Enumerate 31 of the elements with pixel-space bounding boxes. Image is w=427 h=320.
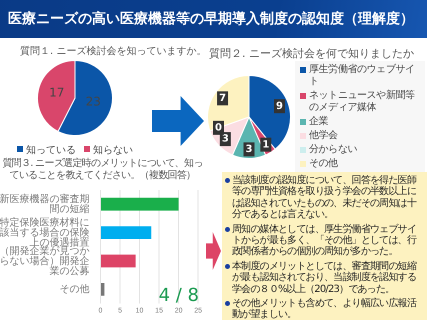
chart-title: 質問２. ニーズ検討会を何で知りましたか xyxy=(208,46,415,61)
text: 当該制度の認知度について、回答を得た医師等の専門性資格を取り扱う学会の半数以上には認知されていたものの、未だその周知は十分であるとは言えない。 xyxy=(232,175,425,221)
data-label: 7 xyxy=(219,92,226,104)
y-tick-label: 新医療機器の審査期間の短縮 xyxy=(0,192,90,215)
text: 本制度のメリットとしては、審査期間の短縮が最も認知されており、当該制度を認知する学会の８０%以上（20/23）であった。 xyxy=(232,260,425,296)
legend-label: 厚生労働省のウェブサイト xyxy=(309,64,416,88)
y-tick-label: その他 xyxy=(60,283,90,296)
bar xyxy=(101,254,136,268)
text: 周知の媒体としては、厚生労働省ウェブサイトからが最も多く、「その他」としては、行政関係者からの個別の周知が多かった。 xyxy=(232,224,425,258)
legend-label: 知らない xyxy=(93,144,133,157)
data-label: 1 xyxy=(262,139,270,150)
legend-label: その他 xyxy=(309,158,338,170)
annotation: 4 / 8 xyxy=(158,285,199,306)
legend-label: 知っている xyxy=(26,144,76,157)
legend-label: 企業 xyxy=(309,116,328,128)
chart-title: 質問１. ニーズ検討会を知っていますか。 xyxy=(19,44,206,58)
legend-label: 分からない xyxy=(309,144,358,156)
data-label: 17 xyxy=(49,86,64,100)
legend-label: 他学会 xyxy=(309,130,338,142)
data-label: 3 xyxy=(246,144,253,155)
legend-label: ネットニュースや新聞等のメディア媒体 xyxy=(309,90,416,114)
bar xyxy=(101,226,152,239)
chart-title: 質問３. ニーズ選定時のメリットについて、知っていることを教えてください。（複数回答） xyxy=(1,158,204,182)
data-label: 9 xyxy=(276,100,284,112)
text: 医療ニーズの高い医療機器等の早期導入制度の認知度（理解度） xyxy=(8,10,414,28)
data-label: 23 xyxy=(86,94,101,108)
text: その他メリットも含めて、より幅広い広報活動が望ましい。 xyxy=(232,298,425,320)
bar xyxy=(101,198,179,211)
data-label: 3 xyxy=(222,134,229,145)
text: 0 xyxy=(215,122,222,134)
bar xyxy=(101,283,104,296)
